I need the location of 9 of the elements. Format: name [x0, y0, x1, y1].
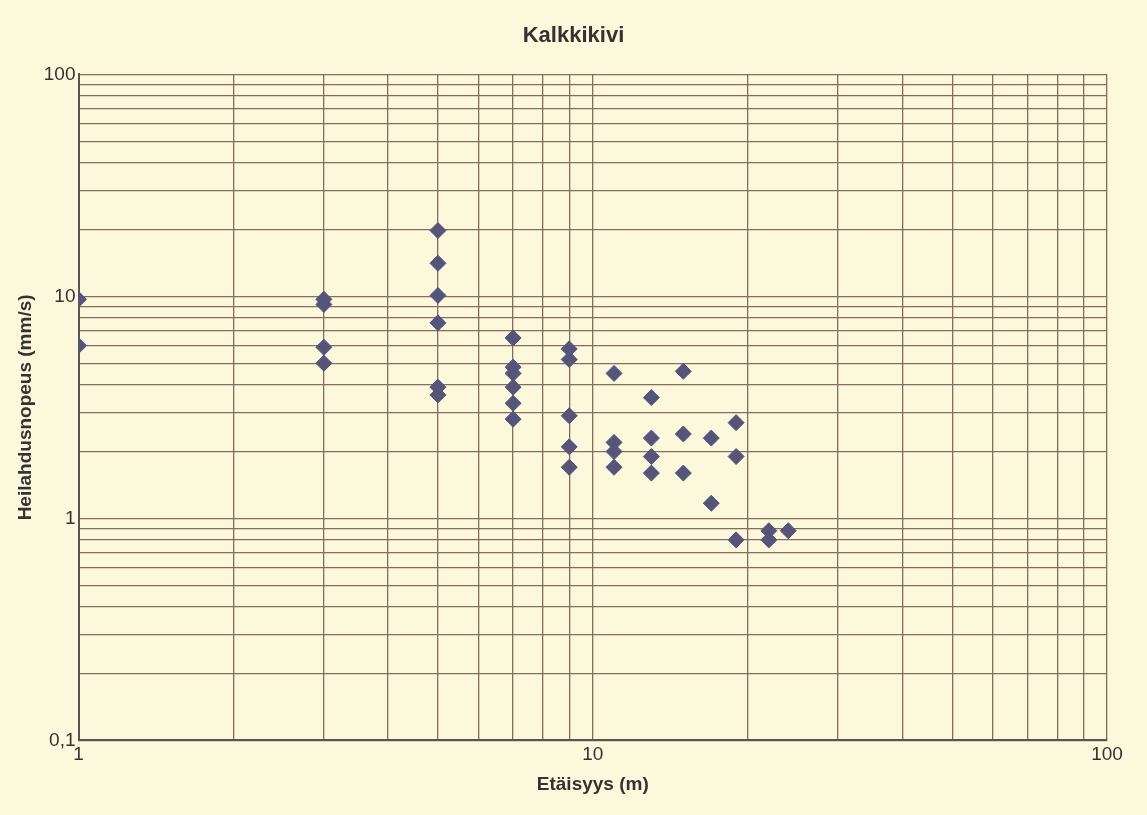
- y-tick-label: 0,1: [49, 728, 76, 750]
- x-tick-label: 10: [582, 743, 604, 765]
- x-tick-label: 100: [1091, 743, 1123, 765]
- x-axis-title: Etäisyys (m): [536, 772, 649, 794]
- y-tick-label: 1: [64, 506, 76, 528]
- y-tick-label: 100: [43, 62, 76, 84]
- y-axis-title: Heilahdusnopeus (mm/s): [13, 294, 35, 521]
- chart-title: Kalkkikivi: [521, 22, 626, 48]
- y-tick-label: 10: [54, 284, 76, 306]
